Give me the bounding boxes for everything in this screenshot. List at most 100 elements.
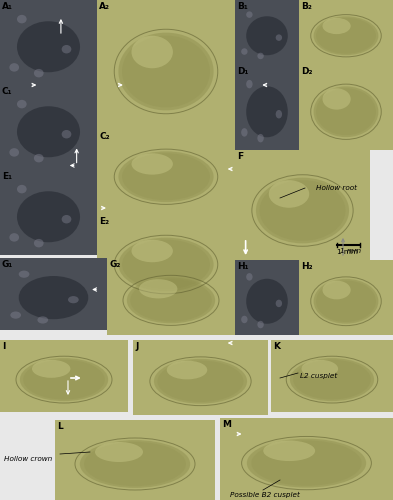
Bar	[0, 340, 128, 412]
Ellipse shape	[293, 360, 371, 400]
Ellipse shape	[275, 300, 282, 307]
Text: E₂: E₂	[99, 217, 109, 226]
Ellipse shape	[257, 134, 264, 142]
Ellipse shape	[62, 215, 72, 224]
Ellipse shape	[301, 360, 338, 378]
Ellipse shape	[167, 360, 207, 380]
Ellipse shape	[323, 280, 351, 299]
Bar	[299, 260, 393, 335]
Ellipse shape	[154, 359, 247, 404]
Text: J: J	[135, 342, 138, 351]
Text: G₂: G₂	[109, 260, 120, 269]
Text: L: L	[57, 422, 63, 431]
Ellipse shape	[68, 296, 79, 304]
Ellipse shape	[9, 148, 19, 156]
Ellipse shape	[32, 360, 70, 378]
Ellipse shape	[323, 18, 351, 34]
Ellipse shape	[263, 440, 315, 461]
Ellipse shape	[20, 358, 108, 401]
Text: Possible B2 cusplet: Possible B2 cusplet	[230, 492, 300, 498]
Ellipse shape	[34, 154, 44, 162]
Bar	[107, 258, 235, 335]
Ellipse shape	[246, 12, 253, 18]
Ellipse shape	[241, 316, 248, 323]
Ellipse shape	[122, 154, 210, 200]
Ellipse shape	[290, 358, 374, 401]
Text: Hollow crown: Hollow crown	[4, 456, 52, 462]
Ellipse shape	[256, 178, 349, 244]
Ellipse shape	[17, 100, 27, 108]
Ellipse shape	[246, 273, 253, 280]
Text: I: I	[2, 342, 6, 351]
Ellipse shape	[323, 88, 351, 110]
Bar	[0, 170, 97, 255]
Text: A₂: A₂	[99, 2, 110, 11]
Bar	[299, 65, 393, 150]
Ellipse shape	[257, 321, 264, 328]
Text: B₂: B₂	[301, 2, 312, 11]
Ellipse shape	[275, 110, 282, 118]
Text: F: F	[237, 152, 243, 161]
Text: B₁: B₁	[237, 2, 248, 11]
Ellipse shape	[246, 279, 288, 324]
Ellipse shape	[118, 152, 214, 202]
Ellipse shape	[34, 239, 44, 248]
Ellipse shape	[275, 34, 282, 41]
Ellipse shape	[23, 360, 105, 400]
Text: C₁: C₁	[2, 87, 13, 96]
Ellipse shape	[252, 440, 362, 486]
Ellipse shape	[247, 438, 366, 488]
Ellipse shape	[34, 69, 44, 78]
Bar	[271, 340, 393, 412]
Text: A₁: A₁	[2, 2, 13, 11]
Ellipse shape	[9, 233, 19, 241]
Ellipse shape	[314, 16, 378, 55]
Ellipse shape	[316, 88, 376, 135]
Ellipse shape	[37, 316, 48, 324]
Ellipse shape	[158, 360, 244, 402]
Ellipse shape	[122, 36, 210, 108]
Ellipse shape	[139, 279, 177, 298]
Bar	[235, 150, 370, 260]
Text: G₁: G₁	[2, 260, 13, 269]
Bar	[0, 85, 97, 170]
Ellipse shape	[9, 63, 19, 72]
Ellipse shape	[127, 278, 215, 324]
Text: K: K	[273, 342, 280, 351]
Bar	[220, 418, 393, 500]
Bar	[299, 0, 393, 65]
Text: Hollow root: Hollow root	[316, 185, 357, 191]
Ellipse shape	[246, 16, 288, 55]
Ellipse shape	[80, 440, 190, 488]
Text: E₁: E₁	[2, 172, 12, 181]
Bar	[0, 258, 107, 330]
Ellipse shape	[118, 238, 214, 292]
Bar	[97, 130, 235, 215]
Ellipse shape	[241, 128, 248, 136]
Ellipse shape	[132, 154, 173, 174]
Ellipse shape	[17, 106, 80, 157]
Ellipse shape	[122, 240, 210, 290]
Ellipse shape	[95, 442, 143, 462]
Bar	[55, 420, 215, 500]
Text: D₂: D₂	[301, 67, 312, 76]
Text: 1 mm: 1 mm	[340, 248, 361, 254]
Text: H₂: H₂	[301, 262, 312, 271]
Ellipse shape	[269, 180, 309, 208]
Ellipse shape	[17, 191, 80, 242]
Ellipse shape	[62, 130, 72, 138]
Ellipse shape	[17, 15, 27, 24]
Text: D₁: D₁	[237, 67, 248, 76]
Ellipse shape	[259, 180, 345, 241]
Text: H₁: H₁	[237, 262, 248, 271]
Bar	[133, 340, 268, 415]
Ellipse shape	[118, 32, 214, 110]
Text: L2 cusplet: L2 cusplet	[300, 373, 337, 379]
Bar	[235, 0, 299, 65]
Bar	[97, 215, 235, 305]
Ellipse shape	[19, 276, 88, 319]
Bar	[235, 65, 299, 150]
Ellipse shape	[132, 36, 173, 68]
Ellipse shape	[246, 80, 253, 88]
Ellipse shape	[316, 280, 376, 322]
